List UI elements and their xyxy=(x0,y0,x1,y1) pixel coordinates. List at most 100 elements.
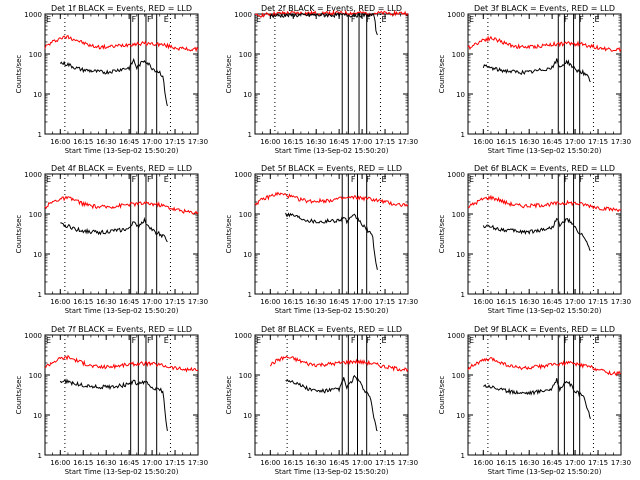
interval-marker-label: E xyxy=(381,336,386,345)
interval-marker-label: F xyxy=(366,15,371,24)
x-tick-label: 16:30 xyxy=(306,298,326,306)
interval-marker-label: E xyxy=(256,15,261,24)
y-axis-label: Counts/sec xyxy=(15,215,23,254)
interval-marker-label: F xyxy=(564,175,569,184)
x-tick-label: 16:30 xyxy=(519,298,539,306)
x-tick-label: 16:45 xyxy=(329,138,349,146)
x-tick-label: 17:00 xyxy=(565,459,585,467)
x-tick-label: 16:30 xyxy=(306,459,326,467)
x-tick-label: 16:30 xyxy=(96,459,116,467)
x-tick-label: 16:00 xyxy=(50,459,70,467)
x-axis-label: Start Time (13-Sep-02 15:50:20) xyxy=(488,468,602,476)
lld-series-line xyxy=(44,34,199,53)
x-tick-label: 17:15 xyxy=(375,138,395,146)
events-series-line xyxy=(269,12,378,36)
x-tick-label: 16:00 xyxy=(50,298,70,306)
y-axis-label: Counts/sec xyxy=(225,215,233,254)
y-tick-label: 100 xyxy=(239,211,252,219)
x-tick-label: 16:15 xyxy=(73,298,93,306)
x-tick-label: 17:30 xyxy=(188,298,208,306)
x-axis-label: Start Time (13-Sep-02 15:50:20) xyxy=(488,307,602,315)
plot-frame xyxy=(44,13,199,135)
x-tick-label: 16:15 xyxy=(496,298,516,306)
x-tick-label: 16:45 xyxy=(119,459,139,467)
events-series-line xyxy=(482,217,591,252)
interval-marker-label: F xyxy=(351,175,356,184)
x-tick-label: 16:45 xyxy=(542,138,562,146)
y-tick-label: 10 xyxy=(243,251,252,259)
events-series-line xyxy=(285,374,378,432)
x-tick-label: 17:30 xyxy=(611,298,631,306)
interval-marker-label: F xyxy=(579,175,584,184)
interval-marker-label: E xyxy=(256,336,261,345)
interval-marker-label: F xyxy=(579,15,584,24)
interval-marker-label: E xyxy=(164,336,169,345)
plot-frame xyxy=(467,13,622,135)
interval-marker-label: F xyxy=(132,15,137,24)
x-axis-label: Start Time (13-Sep-02 15:50:20) xyxy=(65,307,179,315)
interval-marker-label: E xyxy=(46,15,51,24)
interval-marker-label: E xyxy=(469,15,474,24)
y-tick-label: 1 xyxy=(38,291,42,299)
y-tick-label: 100 xyxy=(239,51,252,59)
x-tick-label: 16:45 xyxy=(119,298,139,306)
y-tick-label: 100 xyxy=(29,51,42,59)
interval-marker-label: F xyxy=(564,336,569,345)
interval-marker-label: E xyxy=(469,175,474,184)
x-tick-label: 16:30 xyxy=(96,298,116,306)
x-axis-label: Start Time (13-Sep-02 15:50:20) xyxy=(488,147,602,155)
x-tick-label: 16:15 xyxy=(73,459,93,467)
y-tick-label: 1000 xyxy=(24,332,42,340)
interval-marker-label: F xyxy=(366,336,371,345)
y-tick-label: 100 xyxy=(452,211,465,219)
plot-frame xyxy=(44,334,199,456)
y-axis-label: Counts/sec xyxy=(438,55,446,94)
x-tick-label: 16:00 xyxy=(473,298,493,306)
x-tick-label: 16:45 xyxy=(119,138,139,146)
y-tick-label: 10 xyxy=(456,91,465,99)
x-tick-label: 17:15 xyxy=(165,138,185,146)
interval-marker-label: F xyxy=(147,336,152,345)
interval-marker-label: E xyxy=(594,15,599,24)
panel-title: Det 3f BLACK = Events, RED = LLD xyxy=(474,4,615,13)
panel-title: Det 4f BLACK = Events, RED = LLD xyxy=(51,164,192,173)
panel-title: Det 8f BLACK = Events, RED = LLD xyxy=(261,325,402,334)
lld-series-line xyxy=(254,191,409,208)
interval-marker-label: F xyxy=(147,175,152,184)
y-tick-label: 10 xyxy=(243,91,252,99)
x-tick-label: 16:45 xyxy=(329,298,349,306)
x-tick-label: 16:15 xyxy=(73,138,93,146)
events-series-line xyxy=(60,216,168,243)
x-tick-label: 17:00 xyxy=(142,459,162,467)
y-tick-label: 10 xyxy=(33,91,42,99)
lld-series-line xyxy=(254,9,409,18)
x-axis-label: Start Time (13-Sep-02 15:50:20) xyxy=(275,468,389,476)
y-tick-label: 1000 xyxy=(447,171,465,179)
events-series-line xyxy=(285,212,378,271)
x-tick-label: 16:45 xyxy=(542,459,562,467)
y-tick-label: 1000 xyxy=(447,11,465,19)
interval-marker-label: E xyxy=(46,336,51,345)
interval-marker-label: F xyxy=(351,15,356,24)
y-tick-label: 10 xyxy=(456,251,465,259)
lld-series-line xyxy=(44,354,199,373)
y-tick-label: 100 xyxy=(452,51,465,59)
x-tick-label: 17:15 xyxy=(375,459,395,467)
y-tick-label: 1000 xyxy=(447,332,465,340)
x-tick-label: 17:00 xyxy=(565,138,585,146)
lld-series-line xyxy=(467,194,622,213)
interval-marker-label: E xyxy=(164,175,169,184)
x-tick-label: 16:30 xyxy=(96,138,116,146)
detector-panel: Det 5f BLACK = Events, RED = LLD 1 10 100 10… xyxy=(225,164,418,315)
interval-marker-label: F xyxy=(579,336,584,345)
y-tick-label: 1 xyxy=(461,131,465,139)
x-tick-label: 17:00 xyxy=(352,459,372,467)
y-tick-label: 1 xyxy=(248,291,252,299)
x-tick-label: 16:30 xyxy=(519,138,539,146)
plot-frame xyxy=(467,334,622,456)
detector-panel: Det 7f BLACK = Events, RED = LLD 1 10 100 10… xyxy=(15,325,208,476)
y-tick-label: 100 xyxy=(239,372,252,380)
detector-panel: Det 3f BLACK = Events, RED = LLD 1 10 100 10… xyxy=(438,4,631,155)
panel-title: Det 5f BLACK = Events, RED = LLD xyxy=(261,164,402,173)
